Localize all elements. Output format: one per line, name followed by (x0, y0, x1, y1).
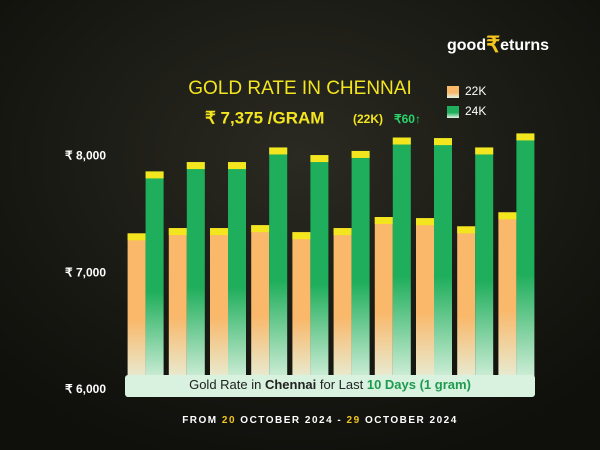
bar-cap (186, 162, 205, 170)
logo-left: good (447, 37, 486, 54)
bar-cap (392, 137, 411, 145)
bar (457, 226, 476, 390)
logo: good₹eturns (447, 32, 549, 57)
bar (251, 225, 270, 390)
bar-cap (210, 228, 228, 236)
bar (292, 232, 311, 390)
legend-label: 22K (465, 84, 486, 98)
bar (374, 217, 393, 390)
bar-cap (333, 228, 352, 236)
bar (351, 150, 370, 390)
y-tick-label: ₹ 8,000 (65, 148, 106, 162)
bar-cap (516, 133, 535, 141)
bar-cap (475, 147, 494, 155)
bar (434, 138, 452, 390)
bar-cap (145, 171, 164, 179)
bar (416, 218, 434, 390)
bar (269, 147, 288, 390)
caption-box (125, 375, 535, 397)
caption: Gold Rate in Chennai for Last 10 Days (1… (189, 377, 471, 392)
y-tick-label: ₹ 6,000 (65, 382, 106, 396)
bar-cap (292, 232, 311, 240)
bar (145, 171, 164, 390)
bar-cap (457, 226, 476, 234)
bar (333, 228, 352, 390)
bar (228, 162, 246, 390)
bar-cap (168, 228, 187, 236)
legend-swatch (447, 106, 459, 118)
footnote: FROM 20 OCTOBER 2024 - 29 OCTOBER 2024 (182, 415, 458, 426)
footnote-part: OCTOBER 2024 (361, 415, 458, 426)
bar (168, 228, 187, 390)
footnote-part: OCTOBER 2024 - (236, 415, 347, 426)
bar (475, 147, 494, 390)
bar-cap (269, 147, 288, 155)
chart-title: GOLD RATE IN CHENNAI (188, 78, 411, 99)
change: ₹60↑ (394, 112, 421, 126)
bar-cap (498, 212, 517, 220)
caption-city: Chennai (265, 377, 316, 392)
bar-cap (310, 155, 329, 163)
caption-days: 10 Days (1 gram) (367, 377, 471, 392)
bar-cap (416, 218, 434, 226)
bar-cap (374, 217, 393, 225)
bar (127, 233, 146, 390)
caption-part: Gold Rate in (189, 377, 265, 392)
bar-cap (351, 150, 370, 158)
logo-symbol: ₹ (486, 32, 500, 57)
bar (392, 137, 411, 390)
bar (516, 133, 535, 390)
logo-right: eturns (500, 37, 549, 54)
bar-cap (251, 225, 270, 233)
bar-cap (434, 138, 452, 146)
price-karat: (22K) (353, 112, 383, 126)
bar (310, 155, 329, 390)
bar (498, 212, 517, 390)
y-tick-label: ₹ 7,000 (65, 265, 106, 279)
footnote-part: FROM (182, 415, 222, 426)
plot: ₹ 6,000 ₹ 7,000 ₹ 8,000 22K 24K (65, 84, 535, 396)
caption-part: for Last (316, 377, 367, 392)
bar-cap (127, 233, 146, 241)
legend-swatch (447, 86, 459, 98)
footnote-date: 29 (347, 415, 361, 426)
bar (210, 228, 228, 390)
legend-label: 24K (465, 104, 486, 118)
bar (186, 162, 205, 390)
price: ₹ 7,375 /GRAM (205, 108, 324, 127)
bar-cap (228, 162, 246, 170)
footnote-date: 20 (222, 415, 236, 426)
